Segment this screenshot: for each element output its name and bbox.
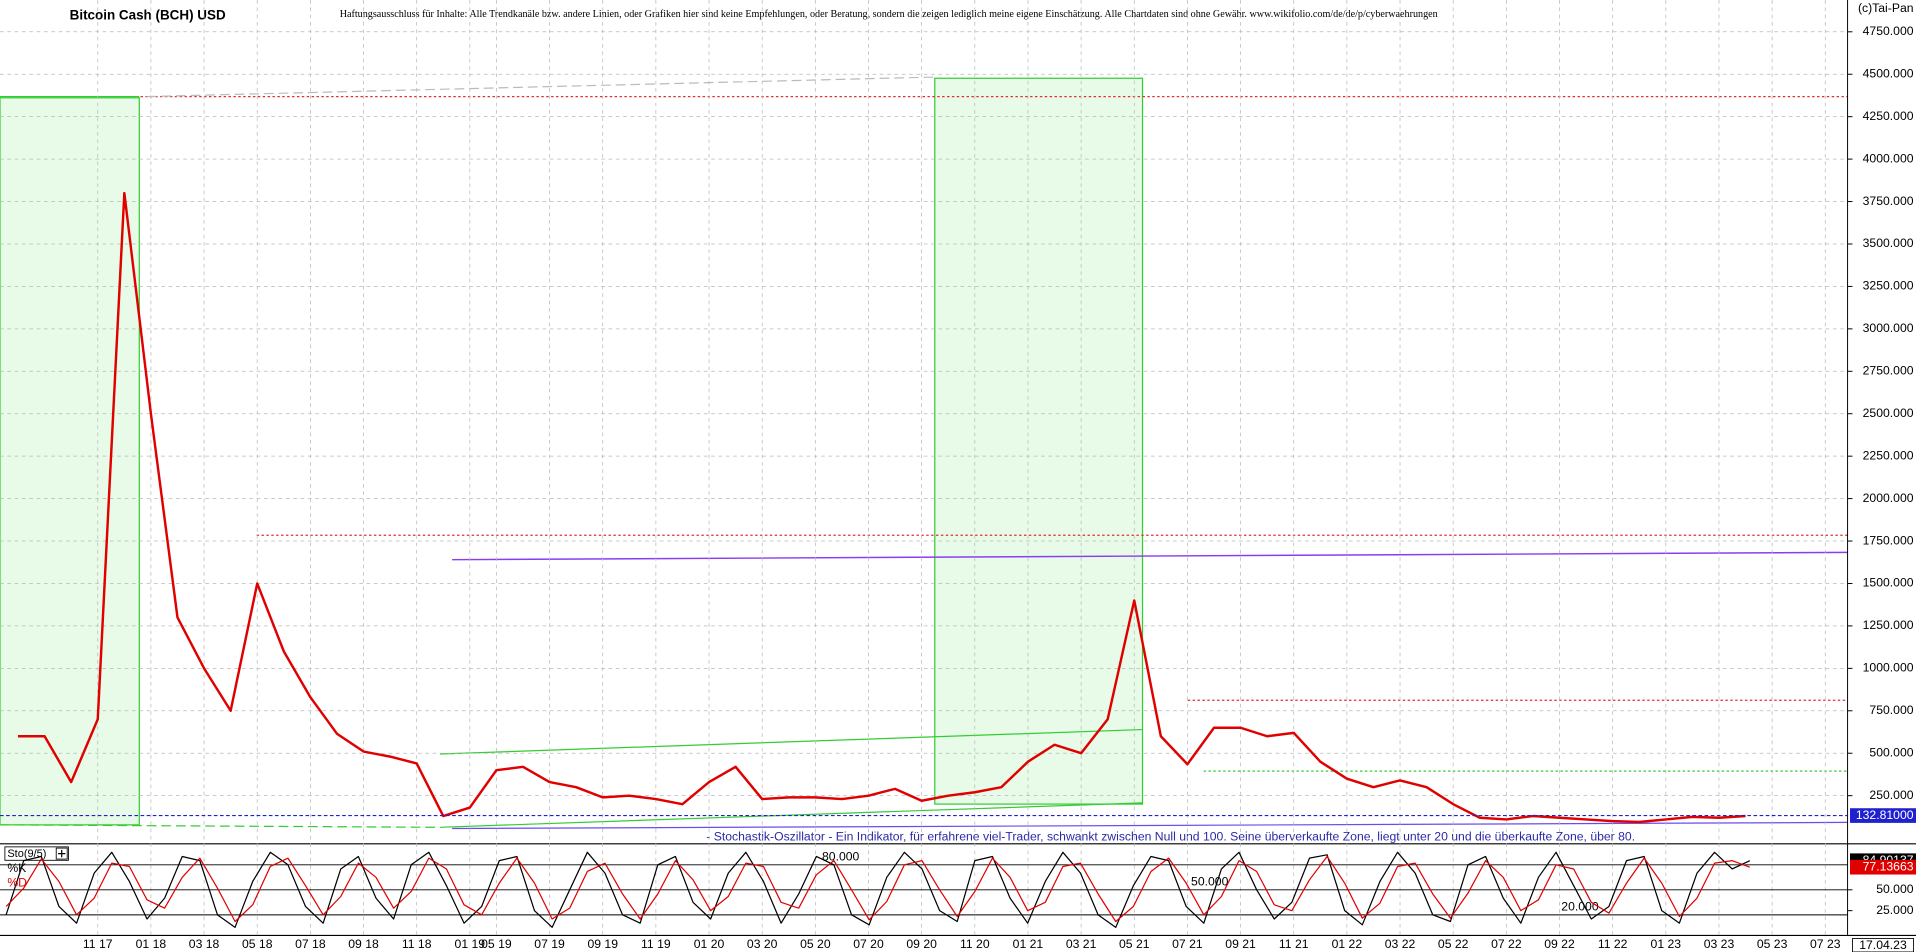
support-line: [452, 821, 1848, 830]
y-tick-label: 4250.000: [1863, 109, 1914, 123]
level-label: 50.000: [1191, 875, 1229, 889]
y-tick-label: 2750.000: [1863, 364, 1914, 378]
x-tick-label: 01 22: [1332, 937, 1363, 951]
x-tick-label: 09 19: [587, 937, 618, 951]
x-tick-label: 11 18: [402, 937, 432, 951]
x-tick-label: 07 18: [295, 937, 326, 951]
series-line: [18, 191, 1746, 824]
x-tick-label: 11 17: [83, 937, 113, 951]
legend-label: %D: [7, 876, 27, 890]
y-tick-label: 4500.000: [1863, 66, 1914, 80]
x-tick-label: 05 22: [1438, 937, 1469, 951]
x-tick-label: 05 23: [1757, 937, 1788, 951]
x-tick-label: 11 21: [1279, 937, 1309, 951]
y-tick-label: 4750.000: [1863, 24, 1914, 38]
last-value-label: 132.81000: [1856, 808, 1914, 822]
x-tick-label: 07 19: [534, 937, 565, 951]
y-tick-label: 500.000: [1869, 745, 1913, 759]
value-box: [1850, 859, 1916, 875]
y-tick-label: 1250.000: [1863, 618, 1914, 632]
indicator-description: - Stochastik-Oszillator - Ein Indikator,…: [706, 829, 1635, 843]
x-tick-label: 05 20: [800, 937, 831, 951]
y-tick-label: 1750.000: [1863, 533, 1914, 547]
x-tick-label: 11 22: [1598, 937, 1628, 951]
y-tick-label: 2500.000: [1863, 406, 1914, 420]
x-tick-label: 09 22: [1544, 937, 1575, 951]
x-tick-label: 05 18: [242, 937, 273, 951]
y-tick-label: 1000.000: [1863, 661, 1914, 675]
trend-line: [452, 551, 1848, 561]
y-tick-label: 2000.000: [1863, 491, 1914, 505]
y-tick-label: 2250.000: [1863, 448, 1914, 462]
y-tick-label: 3250.000: [1863, 279, 1914, 293]
trend-line: [0, 824, 440, 828]
trend-channel: [439, 728, 1143, 755]
x-tick-label: 09 18: [348, 937, 379, 951]
chart-title: Bitcoin Cash (BCH) USD: [70, 7, 226, 22]
x-tick-label: 07 22: [1491, 937, 1522, 951]
source: (c)Tai-Pan: [1858, 1, 1914, 15]
y-tick-label: 3500.000: [1863, 236, 1914, 250]
y-tick-label: 4000.000: [1863, 151, 1914, 165]
highlight-zone: [934, 77, 1144, 805]
x-tick-label: 01 19: [455, 937, 486, 951]
last-value-box: [1850, 808, 1916, 823]
x-tick-label: 05 19: [481, 937, 512, 951]
highlight-zone: [0, 97, 140, 826]
x-tick-label: 09 20: [906, 937, 937, 951]
y-tick-label: 3750.000: [1863, 194, 1914, 208]
x-tick-label: 01 23: [1651, 937, 1682, 951]
indicator-box: [4, 846, 69, 861]
x-tick-label: 01 21: [1013, 937, 1044, 951]
x-tick-label: 07 21: [1172, 937, 1203, 951]
x-tick-label: 11 19: [641, 937, 671, 951]
x-tick-label: 09 21: [1225, 937, 1256, 951]
y-tick-label: 50.000: [1876, 882, 1914, 896]
series-line: [5, 851, 1751, 928]
disclaimer: Haftungsausschluss für Inhalte: Alle Tre…: [340, 9, 1438, 20]
value-box-label: 77.13663: [1863, 859, 1914, 873]
expand-icon-plus: [58, 849, 66, 858]
x-tick-label: 03 22: [1385, 937, 1416, 951]
current-date: 17.04.23: [1859, 938, 1907, 952]
series-line: [5, 855, 1751, 923]
x-tick-label: 05 21: [1119, 937, 1150, 951]
y-tick-label: 250.000: [1869, 788, 1913, 802]
annotations: [0, 76, 1848, 830]
legend-label: %K: [7, 861, 26, 875]
y-tick-label: 750.000: [1869, 703, 1913, 717]
indicator-label: Sto(9/5): [7, 848, 46, 860]
x-tick-label: 03 18: [189, 937, 220, 951]
x-tick-label: 03 20: [747, 937, 778, 951]
x-tick-label: 01 18: [136, 937, 167, 951]
x-tick-label: 07 23: [1810, 937, 1841, 951]
x-tick-label: 01 20: [694, 937, 725, 951]
x-tick-label: 11 20: [960, 937, 990, 951]
level-label: 80.000: [822, 850, 860, 864]
y-tick-label: 1500.000: [1863, 576, 1914, 590]
level-label: 20.000: [1561, 900, 1599, 914]
x-tick-label: 03 21: [1066, 937, 1097, 951]
y-tick-label: 3000.000: [1863, 321, 1914, 335]
y-tick-label: 25.000: [1876, 903, 1914, 917]
x-tick-label: 07 20: [853, 937, 884, 951]
x-tick-label: 03 23: [1704, 937, 1735, 951]
